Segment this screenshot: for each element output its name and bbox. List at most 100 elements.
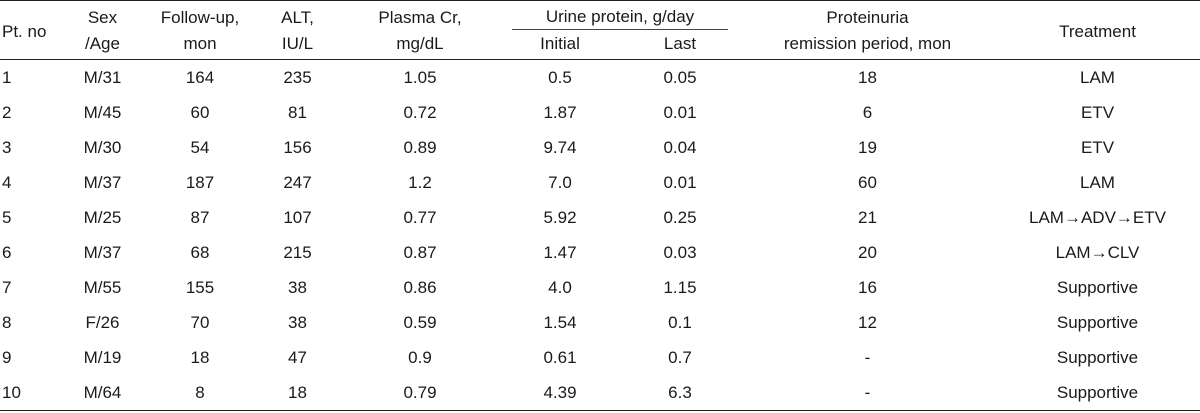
cell-remission: 19 bbox=[858, 137, 877, 157]
cell-cr: 0.77 bbox=[403, 207, 437, 227]
cell-treatment: Supportive bbox=[1056, 277, 1139, 297]
urine-protein-label: Urine protein, g/day bbox=[511, 7, 729, 30]
header-last: Last bbox=[663, 34, 697, 53]
cell-remission: - bbox=[864, 347, 871, 367]
cell-sex-age: M/55 bbox=[83, 277, 122, 297]
cell-followup: 164 bbox=[185, 67, 215, 87]
cell-followup: 70 bbox=[190, 312, 210, 332]
cell-last: 0.03 bbox=[663, 242, 697, 262]
header-row-1: Pt. no Sex Follow-up, ALT, Plasma Cr, Ur… bbox=[0, 1, 1200, 42]
cell-treatment: ETV bbox=[1080, 102, 1115, 122]
cell-last: 0.01 bbox=[663, 172, 697, 192]
cell-pt-no: 10 bbox=[2, 382, 21, 402]
header-urine-protein-group: Urine protein, g/day bbox=[500, 1, 740, 32]
header-cr-line2: mg/dL bbox=[396, 34, 444, 53]
cell-last: 0.7 bbox=[668, 347, 692, 367]
header-alt-line1: ALT, bbox=[281, 8, 314, 27]
cell-pt-no: 1 bbox=[2, 67, 12, 87]
cell-remission: 16 bbox=[858, 277, 877, 297]
table-row: 4 M/37 187 247 1.2 7.0 0.01 60 LAM bbox=[0, 165, 1200, 200]
cell-initial: 4.39 bbox=[543, 382, 577, 402]
cell-alt: 215 bbox=[283, 242, 312, 262]
cell-initial: 4.0 bbox=[548, 277, 572, 297]
cell-initial: 5.92 bbox=[543, 207, 577, 227]
cell-alt: 38 bbox=[288, 312, 307, 332]
cell-remission: 21 bbox=[858, 207, 877, 227]
cell-followup: 187 bbox=[185, 172, 215, 192]
cell-treatment: ETV bbox=[1080, 137, 1115, 157]
cell-last: 0.1 bbox=[668, 312, 692, 332]
cell-treatment: LAM→ADV→ETV bbox=[1029, 207, 1166, 227]
cell-sex-age: M/25 bbox=[83, 207, 122, 227]
cell-cr: 0.87 bbox=[403, 242, 437, 262]
cell-followup: 18 bbox=[190, 347, 210, 367]
cell-followup: 155 bbox=[185, 277, 215, 297]
table-row: 3 M/30 54 156 0.89 9.74 0.04 19 ETV bbox=[0, 130, 1200, 165]
cell-cr: 0.9 bbox=[408, 347, 432, 367]
table-row: 7 M/55 155 38 0.86 4.0 1.15 16 Supportiv… bbox=[0, 270, 1200, 305]
cell-last: 0.05 bbox=[663, 67, 697, 87]
cell-alt: 107 bbox=[283, 207, 312, 227]
table-row: 9 M/19 18 47 0.9 0.61 0.7 - Supportive bbox=[0, 340, 1200, 375]
cell-initial: 0.5 bbox=[548, 67, 572, 87]
cell-alt: 81 bbox=[288, 102, 307, 122]
cell-cr: 0.89 bbox=[403, 137, 437, 157]
cell-followup: 87 bbox=[190, 207, 210, 227]
cell-sex-age: F/26 bbox=[85, 312, 120, 332]
cell-sex-age: M/30 bbox=[83, 137, 122, 157]
cell-treatment: Supportive bbox=[1056, 347, 1139, 367]
cell-cr: 1.2 bbox=[408, 172, 432, 192]
cell-remission: 60 bbox=[858, 172, 877, 192]
header-sex-age-line1: Sex bbox=[87, 8, 118, 27]
table-row: 6 M/37 68 215 0.87 1.47 0.03 20 LAM→CLV bbox=[0, 235, 1200, 270]
cell-treatment: LAM bbox=[1080, 172, 1115, 192]
cell-sex-age: M/19 bbox=[83, 347, 122, 367]
cell-cr: 1.05 bbox=[403, 67, 437, 87]
header-followup-line1: Follow-up, bbox=[160, 8, 240, 27]
cell-initial: 1.87 bbox=[543, 102, 577, 122]
header-remission-line2: remission period, mon bbox=[783, 34, 952, 53]
cell-alt: 38 bbox=[288, 277, 307, 297]
cell-remission: - bbox=[864, 382, 871, 402]
table-row: 5 M/25 87 107 0.77 5.92 0.25 21 LAM→ADV→… bbox=[0, 200, 1200, 235]
cell-sex-age: M/64 bbox=[83, 382, 122, 402]
cell-cr: 0.79 bbox=[403, 382, 437, 402]
header-row-2: /Age mon IU/L mg/dL Initial Last remissi… bbox=[0, 31, 1200, 60]
cell-followup: 54 bbox=[190, 137, 210, 157]
cell-initial: 9.74 bbox=[543, 137, 577, 157]
cell-pt-no: 4 bbox=[2, 172, 12, 192]
cell-pt-no: 8 bbox=[2, 312, 12, 332]
cell-initial: 7.0 bbox=[548, 172, 572, 192]
cell-treatment: Supportive bbox=[1056, 312, 1139, 332]
cell-pt-no: 5 bbox=[2, 207, 12, 227]
cell-pt-no: 7 bbox=[2, 277, 12, 297]
header-initial: Initial bbox=[540, 34, 580, 53]
cell-alt: 247 bbox=[283, 172, 312, 192]
cell-remission: 6 bbox=[862, 102, 873, 122]
cell-followup: 8 bbox=[195, 382, 205, 402]
cell-initial: 0.61 bbox=[543, 347, 577, 367]
cell-remission: 18 bbox=[858, 67, 877, 87]
header-sex-age-line2: /Age bbox=[85, 34, 120, 53]
cell-alt: 235 bbox=[283, 67, 312, 87]
cell-alt: 156 bbox=[283, 137, 312, 157]
cell-last: 1.15 bbox=[663, 277, 697, 297]
cell-alt: 47 bbox=[288, 347, 307, 367]
cell-sex-age: M/31 bbox=[83, 67, 122, 87]
cell-initial: 1.54 bbox=[543, 312, 577, 332]
header-alt-line2: IU/L bbox=[281, 34, 314, 53]
cell-last: 0.25 bbox=[663, 207, 697, 227]
cell-remission: 12 bbox=[858, 312, 877, 332]
table-row: 1 M/31 164 235 1.05 0.5 0.05 18 LAM bbox=[0, 60, 1200, 96]
header-treatment: Treatment bbox=[1059, 22, 1136, 41]
cell-cr: 0.86 bbox=[403, 277, 437, 297]
cell-pt-no: 6 bbox=[2, 242, 12, 262]
cell-remission: 20 bbox=[858, 242, 877, 262]
cell-sex-age: M/45 bbox=[83, 102, 122, 122]
header-cr-line1: Plasma Cr, bbox=[378, 8, 462, 27]
cell-last: 0.04 bbox=[663, 137, 697, 157]
cell-last: 6.3 bbox=[668, 382, 692, 402]
table-row: 10 M/64 8 18 0.79 4.39 6.3 - Supportive bbox=[0, 375, 1200, 411]
